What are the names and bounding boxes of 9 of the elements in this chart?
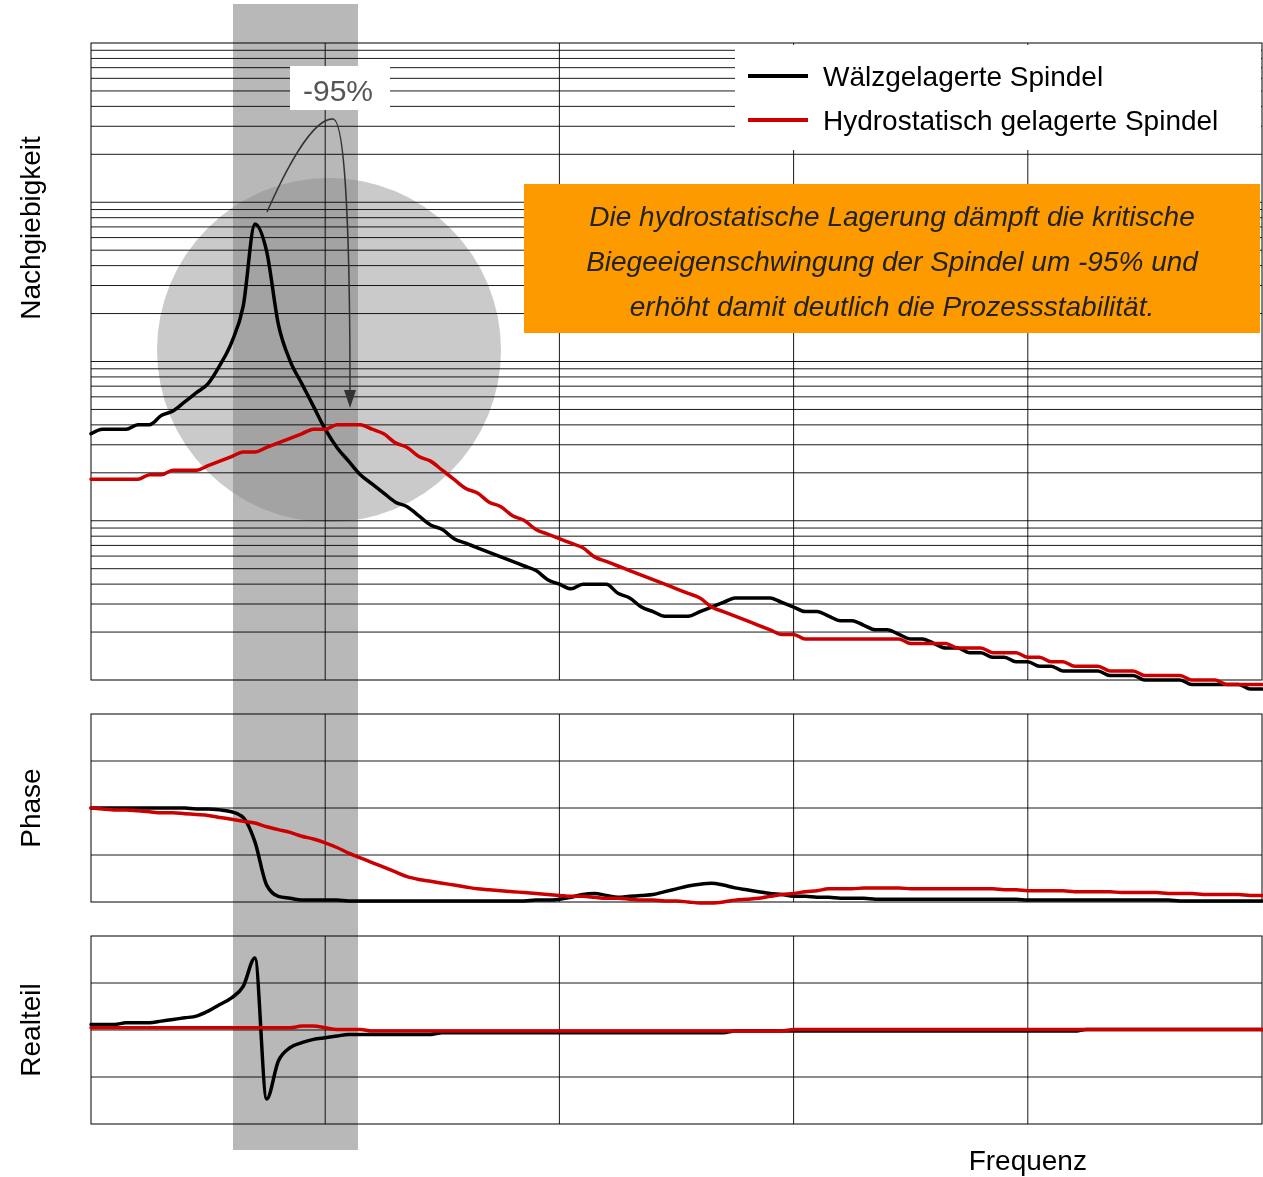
y-axis-title: Realteil	[15, 983, 46, 1077]
legend-label: Wälzgelagerte Spindel	[823, 61, 1104, 92]
x-axis-title: Frequenz	[968, 1145, 1087, 1176]
legend-label: Hydrostatisch gelagerte Spindel	[823, 105, 1219, 136]
annotation: Die hydrostatische Lagerung dämpft die kritische Biegeeigenschwingung der Spindel um -95% und erhöht damit deutlich die Prozessstabilität.	[586, 201, 1200, 322]
y-axis-title: Nachgiebigkeit	[15, 135, 46, 320]
note-box: Die hydrostatische Lagerung dämpft die kritische Biegeeigenschwingung der Spindel um -95% und erhöht damit deutlich die Prozessstabilität.	[524, 184, 1260, 333]
y-axis-title: Phase	[15, 768, 46, 848]
text: -95%	[302, 74, 374, 107]
